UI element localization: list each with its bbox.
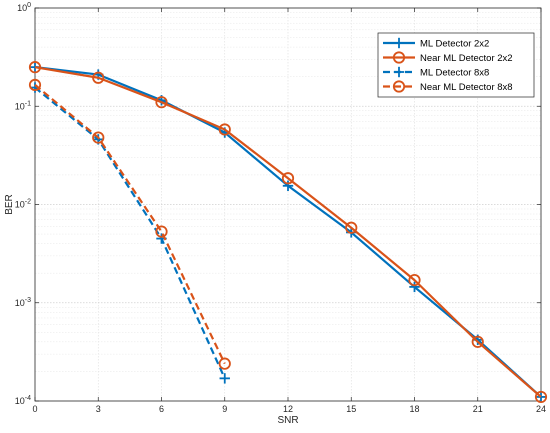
- circle-marker: [218, 123, 231, 136]
- series-1: [28, 61, 548, 404]
- x-axis-label: SNR: [277, 415, 298, 426]
- plus-marker: [393, 66, 405, 78]
- legend-item: ML Detector 8x8: [383, 66, 489, 79]
- plus-marker: [393, 37, 405, 49]
- legend-item: ML Detector 2x2: [383, 37, 489, 50]
- legend-item: Near ML Detector 8x8: [383, 80, 513, 93]
- x-tick-label: 9: [222, 404, 227, 414]
- series-line: [34, 86, 226, 379]
- circle-marker: [28, 78, 42, 91]
- x-tick-label: 18: [409, 404, 419, 414]
- circle-marker: [155, 96, 168, 109]
- x-tick-label: 24: [536, 404, 546, 414]
- legend-label: Near ML Detector 8x8: [420, 82, 513, 93]
- circle-marker: [218, 357, 231, 370]
- circle-marker: [471, 335, 484, 348]
- plus-marker: [535, 391, 547, 403]
- circle-marker: [155, 225, 168, 238]
- plus-marker: [409, 281, 420, 293]
- plus-marker: [219, 373, 230, 384]
- plus-marker: [282, 180, 294, 191]
- y-tick-label: 100: [17, 2, 31, 13]
- grid: [35, 8, 541, 401]
- series-3: [28, 78, 231, 370]
- x-tick-label: 15: [346, 404, 356, 414]
- circle-marker: [281, 172, 295, 185]
- circle-marker: [534, 390, 548, 404]
- circle-marker: [345, 221, 358, 234]
- legend: ML Detector 2x2 Near ML Detector 2x2 ML De…: [377, 32, 535, 98]
- circle-marker: [408, 274, 421, 287]
- y-tick-label: 10-1: [15, 100, 31, 111]
- y-tick-label: 10-4: [15, 395, 31, 406]
- legend-label: ML Detector 8x8: [420, 68, 489, 79]
- x-tick-label: 6: [159, 404, 164, 414]
- x-tick-label: 21: [473, 404, 483, 414]
- circle-marker: [28, 61, 42, 74]
- legend-label: Near ML Detector 2x2: [420, 53, 513, 64]
- series-line: [34, 66, 542, 398]
- x-tick-label: 12: [283, 404, 293, 414]
- series-layer: [28, 61, 548, 404]
- y-tick-label: 10-3: [15, 297, 31, 308]
- x-tick-label: 3: [96, 404, 101, 414]
- legend-item: Near ML Detector 2x2: [383, 51, 513, 64]
- circle-marker: [392, 51, 406, 64]
- circle-marker: [92, 71, 105, 84]
- series-line: [34, 84, 226, 365]
- axis-ticks: 0 3 6 9 12 15 18 21 24 10-4 10-3 10-2 10-1 100: [15, 2, 546, 414]
- legend-label: ML Detector 2x2: [420, 39, 489, 50]
- x-tick-label: 0: [32, 404, 37, 414]
- circle-marker: [92, 131, 105, 144]
- y-tick-label: 10-2: [15, 199, 31, 210]
- y-axis-label: BER: [4, 194, 15, 215]
- circle-marker: [392, 80, 406, 93]
